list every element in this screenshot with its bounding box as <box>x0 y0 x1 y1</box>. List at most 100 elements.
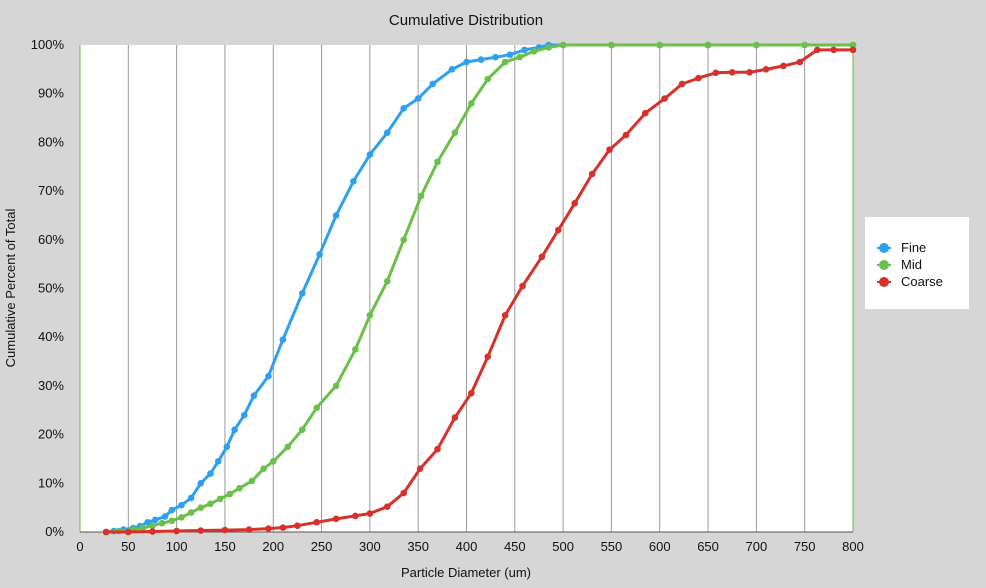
x-axis-label: Particle Diameter (um) <box>401 565 531 580</box>
point-coarse-31 <box>678 80 686 88</box>
legend-label-mid: Mid <box>901 257 922 272</box>
y-tick-label-60pct: 60% <box>38 232 64 247</box>
point-mid-7 <box>178 514 185 521</box>
legend-swatch-coarse <box>877 276 891 288</box>
point-mid-14 <box>248 477 256 485</box>
x-tick-label-550: 550 <box>601 539 623 554</box>
point-coarse-41 <box>849 46 857 54</box>
point-fine-33 <box>506 51 514 59</box>
series-mid <box>102 41 857 536</box>
x-tick-label-400: 400 <box>456 539 478 554</box>
y-axis-label: Cumulative Percent of Total <box>3 209 18 368</box>
point-mid-34 <box>559 41 567 49</box>
legend-item-fine[interactable]: Fine <box>865 239 969 256</box>
point-mid-40 <box>849 41 857 49</box>
point-mid-10 <box>207 500 214 508</box>
series-coarse <box>102 46 857 536</box>
point-coarse-39 <box>813 46 821 54</box>
point-fine-30 <box>463 58 470 66</box>
point-mid-4 <box>149 522 156 529</box>
tick-layer: 0 50 100 150 200 250 300 350 400 450 500 550 600 650 7… <box>31 37 864 554</box>
point-coarse-40 <box>830 46 837 54</box>
point-fine-8 <box>168 506 176 514</box>
point-mid-30 <box>501 58 509 66</box>
x-tick-label-250: 250 <box>311 539 333 554</box>
point-mid-5 <box>158 519 166 527</box>
legend: Fine Mid Coarse <box>865 217 969 309</box>
point-coarse-28 <box>622 131 630 139</box>
point-coarse-2 <box>149 528 156 535</box>
point-fine-11 <box>197 480 205 487</box>
point-mid-28 <box>468 100 475 107</box>
point-coarse-9 <box>294 522 301 529</box>
point-coarse-6 <box>245 526 253 533</box>
point-mid-11 <box>216 495 224 503</box>
point-mid-38 <box>753 41 760 49</box>
point-mid-24 <box>400 236 407 244</box>
point-fine-15 <box>231 426 238 434</box>
point-fine-21 <box>316 251 323 258</box>
point-mid-20 <box>332 382 340 390</box>
y-tick-label-80pct: 80% <box>38 134 64 149</box>
legend-item-mid[interactable]: Mid <box>865 256 969 273</box>
point-coarse-23 <box>538 253 546 261</box>
point-coarse-16 <box>416 465 424 472</box>
legend-label-coarse: Coarse <box>901 274 943 289</box>
y-tick-label-100pct: 100% <box>31 37 65 52</box>
point-fine-13 <box>214 458 222 465</box>
y-tick-label-10pct: 10% <box>38 475 64 490</box>
point-coarse-7 <box>265 525 272 532</box>
x-tick-label-150: 150 <box>214 539 236 554</box>
point-coarse-17 <box>434 445 441 453</box>
x-tick-label-450: 450 <box>504 539 526 554</box>
point-coarse-1 <box>125 528 132 536</box>
y-tick-label-30pct: 30% <box>38 378 64 393</box>
x-tick-label-750: 750 <box>794 539 816 554</box>
point-fine-27 <box>414 95 422 102</box>
y-tick-label-0pct: 0% <box>45 524 64 539</box>
legend-swatch-mid <box>877 259 891 271</box>
point-coarse-20 <box>484 353 492 360</box>
point-coarse-19 <box>468 389 475 397</box>
point-coarse-34 <box>728 68 736 76</box>
point-coarse-21 <box>501 311 509 319</box>
point-mid-16 <box>269 458 277 465</box>
legend-item-coarse[interactable]: Coarse <box>865 273 969 290</box>
point-fine-18 <box>265 372 272 380</box>
point-fine-24 <box>366 151 374 158</box>
y-tick-label-90pct: 90% <box>38 86 64 101</box>
x-tick-label-350: 350 <box>407 539 429 554</box>
point-fine-26 <box>400 105 407 112</box>
point-coarse-13 <box>366 510 374 517</box>
point-fine-23 <box>350 178 357 185</box>
point-fine-25 <box>383 129 391 136</box>
x-tick-label-300: 300 <box>359 539 381 554</box>
point-fine-7 <box>161 513 169 520</box>
x-tick-label-600: 600 <box>649 539 671 554</box>
x-tick-label-650: 650 <box>697 539 719 554</box>
point-fine-6 <box>152 516 159 524</box>
point-mid-15 <box>260 465 267 472</box>
point-mid-31 <box>516 53 523 61</box>
point-mid-23 <box>383 277 391 285</box>
x-tick-label-50: 50 <box>121 539 135 554</box>
point-coarse-12 <box>352 512 359 520</box>
point-coarse-33 <box>712 69 720 77</box>
point-coarse-27 <box>606 146 613 154</box>
axis-layer <box>79 45 854 533</box>
x-tick-label-100: 100 <box>166 539 188 554</box>
point-mid-39 <box>801 41 808 49</box>
point-mid-17 <box>284 443 292 451</box>
point-coarse-15 <box>400 489 407 497</box>
point-mid-32 <box>530 48 538 55</box>
point-coarse-36 <box>762 66 770 73</box>
point-fine-9 <box>178 501 185 509</box>
point-mid-9 <box>197 504 205 511</box>
legend-label-fine: Fine <box>901 240 927 255</box>
series-layer <box>102 41 857 536</box>
point-fine-19 <box>279 336 287 343</box>
point-coarse-14 <box>383 503 391 510</box>
x-tick-label-0: 0 <box>76 539 83 554</box>
